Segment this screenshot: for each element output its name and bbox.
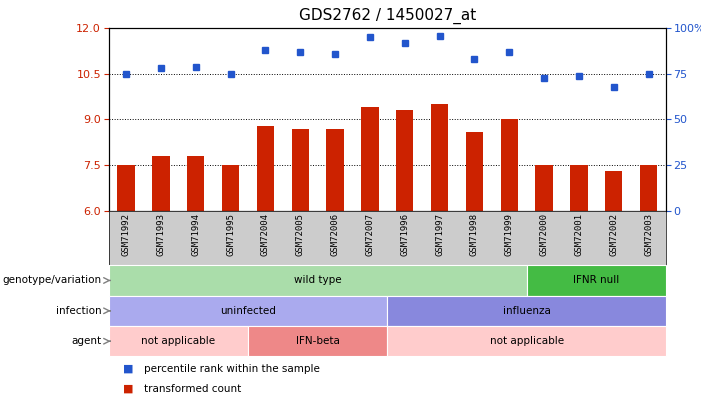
Text: GSM72002: GSM72002 <box>609 213 618 256</box>
Text: transformed count: transformed count <box>144 384 241 394</box>
Text: GSM72007: GSM72007 <box>365 213 374 256</box>
Bar <box>501 119 518 211</box>
Text: GSM72004: GSM72004 <box>261 213 270 256</box>
Text: wild type: wild type <box>294 275 341 286</box>
Text: infection: infection <box>56 306 102 316</box>
Text: GSM71999: GSM71999 <box>505 213 514 256</box>
Text: GSM72005: GSM72005 <box>296 213 305 256</box>
Text: ■: ■ <box>123 364 133 373</box>
Text: GSM71992: GSM71992 <box>121 213 130 256</box>
Bar <box>327 129 343 211</box>
Text: GSM71998: GSM71998 <box>470 213 479 256</box>
Bar <box>396 111 414 211</box>
Bar <box>109 296 387 326</box>
Bar <box>257 126 274 211</box>
Text: GSM72000: GSM72000 <box>540 213 549 256</box>
Bar <box>526 265 666 296</box>
Text: IFN-beta: IFN-beta <box>296 336 339 346</box>
Text: GSM71994: GSM71994 <box>191 213 200 256</box>
Bar <box>387 326 666 356</box>
Bar <box>640 165 658 211</box>
Text: GSM71993: GSM71993 <box>156 213 165 256</box>
Text: GSM72001: GSM72001 <box>574 213 583 256</box>
Text: GSM72003: GSM72003 <box>644 213 653 256</box>
Bar <box>109 265 526 296</box>
Text: GSM71996: GSM71996 <box>400 213 409 256</box>
Text: GSM72006: GSM72006 <box>331 213 339 256</box>
Text: agent: agent <box>72 336 102 346</box>
Text: GSM71997: GSM71997 <box>435 213 444 256</box>
Bar <box>536 165 553 211</box>
Bar <box>431 104 448 211</box>
Bar <box>248 326 387 356</box>
Text: not applicable: not applicable <box>142 336 215 346</box>
Text: IFNR null: IFNR null <box>573 275 620 286</box>
Bar <box>187 156 205 211</box>
Bar <box>222 165 239 211</box>
Bar <box>109 326 248 356</box>
Bar <box>570 165 587 211</box>
Text: influenza: influenza <box>503 306 550 316</box>
Bar <box>292 129 309 211</box>
Text: uninfected: uninfected <box>220 306 276 316</box>
Bar <box>605 171 622 211</box>
Bar <box>117 165 135 211</box>
Bar <box>387 296 666 326</box>
Text: GSM71995: GSM71995 <box>226 213 235 256</box>
Text: not applicable: not applicable <box>489 336 564 346</box>
Bar <box>361 107 379 211</box>
Title: GDS2762 / 1450027_at: GDS2762 / 1450027_at <box>299 8 476 24</box>
Text: percentile rank within the sample: percentile rank within the sample <box>144 364 320 373</box>
Text: ■: ■ <box>123 384 133 394</box>
Text: genotype/variation: genotype/variation <box>3 275 102 286</box>
Bar <box>465 132 483 211</box>
Bar <box>152 156 170 211</box>
